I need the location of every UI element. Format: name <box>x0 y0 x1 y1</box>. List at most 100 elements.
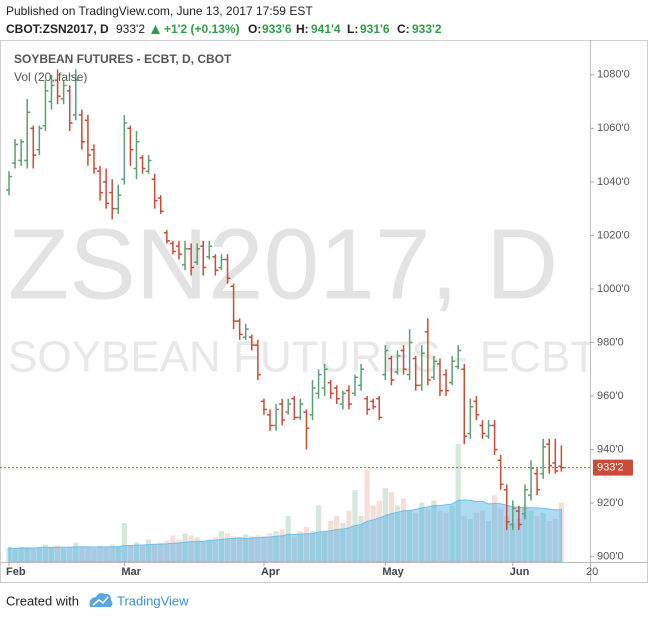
volume-bar <box>413 512 419 562</box>
last-price: 933'2 <box>116 22 145 36</box>
volume-bar <box>461 515 467 562</box>
volume-bar <box>382 488 388 562</box>
volume-bar <box>504 515 510 562</box>
symbol: CBOT:ZSN2017, D <box>6 22 109 36</box>
indicator-label: Vol (20, false) <box>14 70 87 84</box>
volume-ma <box>8 499 562 562</box>
volume-bar <box>273 531 279 562</box>
volume-bar <box>133 542 140 562</box>
logo-line <box>92 596 109 606</box>
y-tick-label: 900'0 <box>597 551 624 563</box>
volume-bar <box>498 508 504 562</box>
volume-bar <box>358 515 364 562</box>
volume-pane <box>6 444 564 562</box>
volume-bar <box>285 515 291 562</box>
volume-bar <box>164 540 170 562</box>
watermark: ZSN2017, D SOYBEAN FUTURES - ECBT <box>8 208 597 382</box>
watermark-name: SOYBEAN FUTURES - ECBT <box>8 333 597 382</box>
x-tick-label: Feb <box>6 566 26 578</box>
ohlc-label: O: <box>248 22 261 36</box>
volume-bar <box>546 520 552 562</box>
volume-bar <box>230 536 237 562</box>
volume-bar <box>206 539 212 562</box>
last-price-tag <box>593 459 633 476</box>
y-tick-label: 980'0 <box>597 336 624 348</box>
volume-bar <box>243 534 249 562</box>
volume-bar <box>54 545 61 562</box>
volume-bar <box>139 544 146 562</box>
volume-bar <box>97 545 103 562</box>
ohlc-label: L: <box>347 22 358 36</box>
x-tick-label: Mar <box>121 566 141 578</box>
volume-bar <box>224 533 231 562</box>
volume-bar <box>279 529 285 562</box>
x-tick-label: May <box>382 566 404 578</box>
volume-bar <box>109 544 115 562</box>
volume-bar <box>158 542 164 562</box>
volume-bar <box>425 508 431 562</box>
volume-bar <box>334 515 340 562</box>
volume-bar <box>528 510 534 562</box>
volume-bar <box>297 531 303 562</box>
volume-bar <box>103 546 109 562</box>
x-tick-label: Jun <box>510 566 530 578</box>
volume-bar <box>516 518 522 562</box>
volume-bar <box>328 520 334 562</box>
volume-bar <box>303 527 310 562</box>
volume-bar <box>218 531 225 562</box>
volume-bar <box>85 547 91 562</box>
created-with: Created with <box>6 593 79 608</box>
volume-bar <box>79 546 85 562</box>
y-tick-label: 1080'0 <box>597 69 630 81</box>
volume-bar <box>473 512 479 562</box>
volume-bar <box>67 546 73 562</box>
volume-bar <box>449 505 455 562</box>
y-tick-label: 1020'0 <box>597 229 630 241</box>
y-tick-label: 1040'0 <box>597 176 630 188</box>
ohlc-value: 931'6 <box>360 22 390 36</box>
volume-bar <box>309 531 316 562</box>
volume-bar <box>194 537 200 562</box>
volume-bar <box>30 548 36 562</box>
up-arrow <box>151 25 160 34</box>
volume-bar <box>364 469 370 562</box>
published-note: Published on TradingView.com, June 13, 2… <box>6 4 313 18</box>
brand-link[interactable]: TradingView <box>117 593 189 608</box>
volume-bar <box>188 535 194 562</box>
volume-bar <box>152 543 158 562</box>
volume-bar <box>237 537 243 562</box>
ohlc-value: 933'2 <box>412 22 442 36</box>
volume-bar <box>18 546 24 562</box>
x-tick-label: Apr <box>261 566 281 578</box>
volume-bar <box>36 546 42 562</box>
volume-bar <box>552 518 558 562</box>
volume-bar <box>388 492 395 562</box>
change: +1'2 (+0.13%) <box>164 22 240 36</box>
volume-bar <box>176 539 182 562</box>
y-tick-label: 920'0 <box>597 497 624 509</box>
volume-bar <box>249 536 255 562</box>
volume-bar <box>370 505 376 562</box>
volume-bar <box>182 533 188 562</box>
volume-bar <box>267 533 273 562</box>
volume-bar <box>346 510 352 562</box>
watermark-symbol: ZSN2017, D <box>8 208 558 320</box>
volume-bar <box>437 510 443 562</box>
y-tick-label: 940'0 <box>597 443 624 455</box>
volume-bar <box>170 535 176 562</box>
volume-bar <box>61 548 67 562</box>
volume-bar <box>467 518 473 562</box>
volume-bar <box>407 510 413 562</box>
volume-bar <box>115 546 121 562</box>
volume-bar <box>315 505 322 562</box>
ohlc-label: H: <box>296 22 309 36</box>
price-pane <box>6 69 565 530</box>
volume-bar <box>91 548 97 562</box>
volume-bar <box>340 523 346 562</box>
volume-bar <box>48 547 55 562</box>
ohlc-value: 941'4 <box>311 22 341 36</box>
volume-bar <box>121 523 127 562</box>
volume-bar <box>42 544 49 562</box>
volume-bar <box>400 498 407 562</box>
volume-bar <box>443 512 449 562</box>
